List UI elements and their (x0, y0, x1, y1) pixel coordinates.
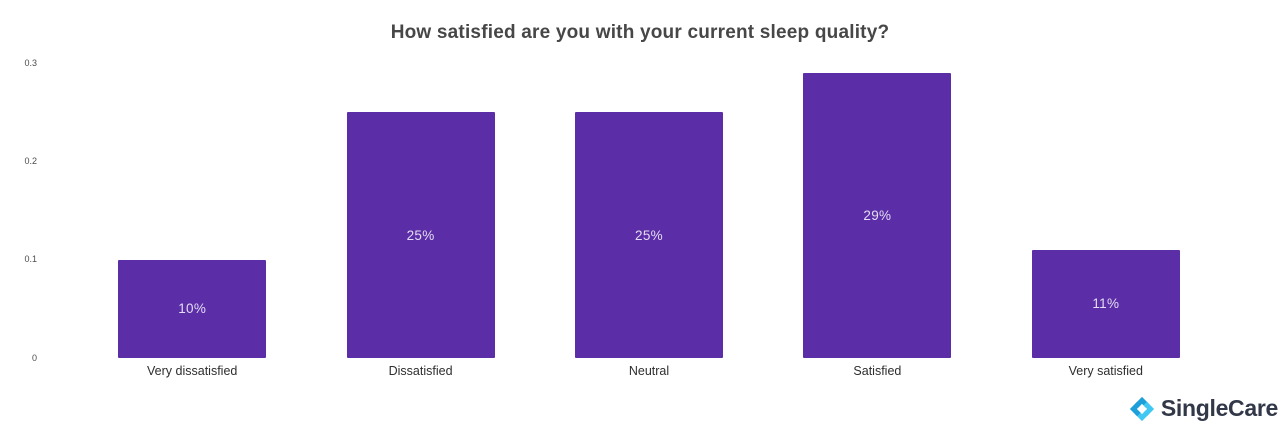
y-axis-tick-label: 0.1 (24, 254, 37, 265)
bar-satisfied: 29% (803, 72, 952, 358)
y-axis-tick-label: 0.3 (24, 57, 37, 68)
y-axis-tick-label: 0 (31, 352, 37, 363)
singlecare-logo-text: SingleCare (1160, 395, 1278, 421)
bar-value-label: 29% (863, 207, 892, 223)
x-axis-category-label: Dissatisfied (388, 364, 453, 378)
bar-neutral: 25% (575, 112, 723, 358)
chart-title: How satisfied are you with your current … (390, 22, 890, 43)
y-axis-tick-label: 0.2 (24, 155, 37, 166)
x-axis-category-label: Satisfied (853, 364, 902, 378)
bar-dissatisfied: 25% (346, 112, 495, 358)
bar-value-label: 25% (635, 227, 663, 243)
logo-arm (1129, 401, 1141, 416)
x-axis-category-label: Very satisfied (1068, 364, 1143, 378)
singlecare-logo: SingleCare (1129, 395, 1278, 422)
x-axis-category-label: Very dissatisfied (147, 364, 238, 378)
bar-very-dissatisfied: 10% (118, 259, 267, 358)
bar-value-label: 10% (178, 301, 207, 317)
bar-value-label: 25% (406, 227, 435, 243)
singlecare-diamond-icon (1129, 396, 1154, 421)
bar-very-satisfied: 11% (1031, 249, 1180, 358)
x-axis-category-label: Neutral (628, 364, 670, 378)
bar-value-label: 11% (1092, 296, 1120, 312)
